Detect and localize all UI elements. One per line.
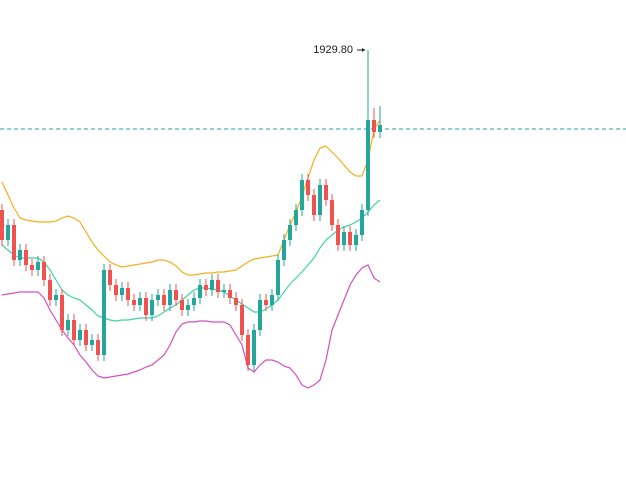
candle-body xyxy=(24,250,28,265)
candle-body xyxy=(186,305,190,310)
candle-body xyxy=(36,262,40,270)
candle-body xyxy=(156,295,160,300)
candle-body xyxy=(72,320,76,340)
candle-body xyxy=(234,298,238,305)
candle-body xyxy=(96,340,100,355)
candle-body xyxy=(180,300,184,310)
candle-body xyxy=(6,225,10,240)
candle-body xyxy=(114,285,118,295)
candle-body xyxy=(258,300,262,330)
band-line xyxy=(1,119,381,276)
candle-body xyxy=(108,270,112,285)
candle-body xyxy=(30,265,34,270)
candle-body xyxy=(132,300,136,305)
candle-body xyxy=(138,298,142,305)
candle-body xyxy=(324,185,328,200)
candle-body xyxy=(282,240,286,260)
candle-body xyxy=(102,270,106,355)
candle-body xyxy=(306,180,310,195)
candle-body xyxy=(336,225,340,245)
candle-body xyxy=(294,210,298,225)
candle-body xyxy=(300,180,304,210)
candle-body xyxy=(168,290,172,305)
candle-body xyxy=(264,300,268,305)
candle-body xyxy=(240,305,244,335)
candle-body xyxy=(126,288,130,300)
candle-body xyxy=(144,298,148,315)
candle-body xyxy=(348,232,352,245)
candle-body xyxy=(252,330,256,365)
candle-body xyxy=(198,285,202,298)
candle-body xyxy=(360,210,364,235)
annotation-arrowhead xyxy=(362,48,365,52)
candle-body xyxy=(78,330,82,340)
candle-body xyxy=(204,285,208,290)
candle-body xyxy=(342,232,346,245)
candle-body xyxy=(18,250,22,260)
candle-body xyxy=(270,295,274,305)
candle-body xyxy=(54,295,58,300)
candle-body xyxy=(60,295,64,330)
candle-body xyxy=(42,262,46,280)
candle-body xyxy=(330,200,334,225)
candle-body xyxy=(312,195,316,215)
candle-body xyxy=(354,235,358,245)
candle-body xyxy=(276,260,280,295)
candle-body xyxy=(366,120,370,210)
candle-body xyxy=(174,290,178,300)
candle-body xyxy=(12,225,16,260)
candle-body xyxy=(246,335,250,365)
candle-body xyxy=(318,185,322,215)
candle-body xyxy=(288,225,292,240)
candle-body xyxy=(192,298,196,305)
candle-body xyxy=(66,320,70,330)
candle-body xyxy=(0,210,4,240)
candle-body xyxy=(378,125,382,132)
candle-body xyxy=(216,280,220,292)
band-line xyxy=(1,199,381,322)
band-line xyxy=(1,264,381,389)
high-annotation: 1929.80 xyxy=(313,44,353,56)
candle-body xyxy=(162,295,166,305)
candle-body xyxy=(90,340,94,345)
candle-body xyxy=(222,290,226,292)
candle-body xyxy=(48,280,52,300)
candle-body xyxy=(372,120,376,132)
candle-body xyxy=(210,280,214,290)
candle-body xyxy=(120,288,124,295)
candle-body xyxy=(84,330,88,345)
candle-body xyxy=(150,300,154,315)
candle-body xyxy=(228,290,232,298)
